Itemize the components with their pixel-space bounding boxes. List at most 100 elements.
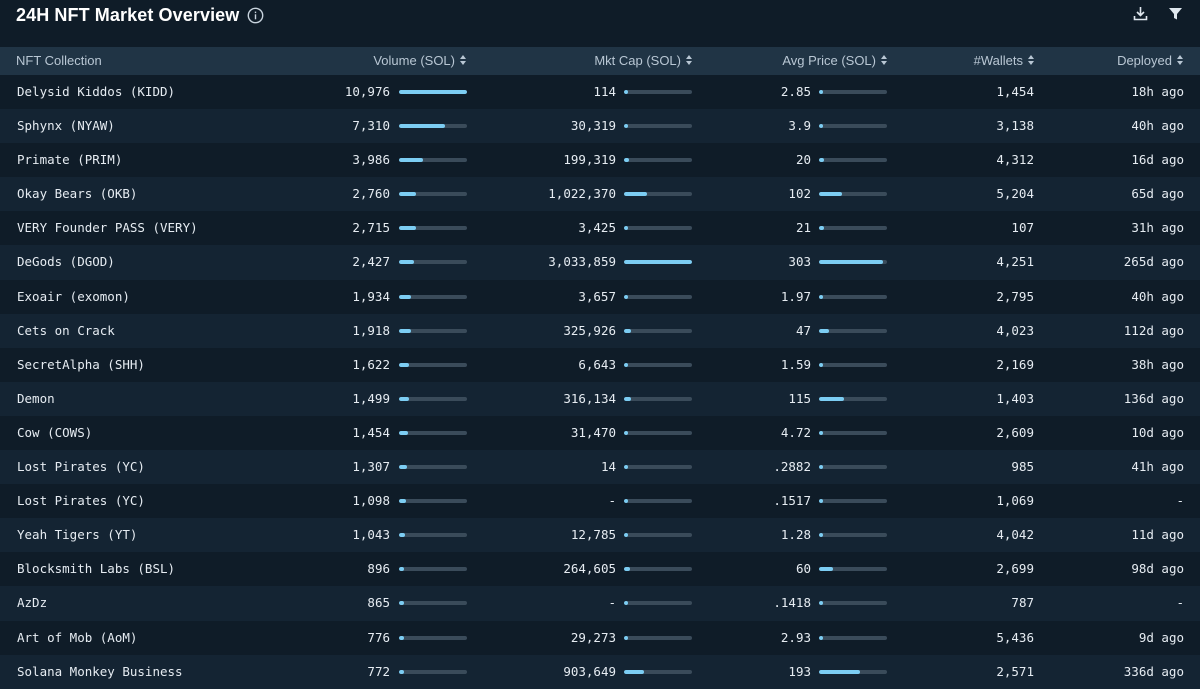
table-row[interactable]: Okay Bears (OKB) 2,760 1,022,370 102 5,204 65… xyxy=(0,177,1200,212)
sort-icon[interactable] xyxy=(459,48,467,76)
table-row[interactable]: Sphynx (NYAW) 7,310 30,319 3.9 3,138 40h ago xyxy=(0,109,1200,144)
col-header-deployed[interactable]: Deployed xyxy=(1117,47,1184,75)
avg-price-value: 2.93 xyxy=(780,629,811,645)
filter-icon[interactable] xyxy=(1167,5,1184,22)
volume-value: 1,918 xyxy=(352,322,390,338)
deployed-value: 40h ago xyxy=(1131,288,1184,304)
wallets-value: 3,138 xyxy=(996,118,1034,134)
table-row[interactable]: Cow (COWS) 1,454 31,470 4.72 2,609 10d ago xyxy=(0,415,1200,451)
collection-name: Art of Mob (AoM) xyxy=(17,629,138,645)
table-row[interactable]: Lost Pirates (YC) 1,098 - .1517 1,069 - xyxy=(0,484,1200,519)
avg-price-bar xyxy=(819,499,887,504)
volume-bar-fill xyxy=(399,669,404,674)
table-row[interactable]: SecretAlpha (SHH) 1,622 6,643 1.59 2,169 38h … xyxy=(0,347,1200,382)
volume-bar xyxy=(399,635,467,640)
collection-name: DeGods (DGOD) xyxy=(17,254,115,270)
volume-value: 2,715 xyxy=(352,220,390,236)
collection-name: Primate (PRIM) xyxy=(17,152,123,168)
mktcap-bar xyxy=(624,158,692,163)
deployed-value: 9d ago xyxy=(1138,629,1184,645)
sort-icon[interactable] xyxy=(1176,48,1184,76)
col-header-avgprice[interactable]: Avg Price (SOL) xyxy=(782,47,888,75)
table-row[interactable]: Demon 1,499 316,134 115 1,403 136d ago xyxy=(0,381,1200,416)
mktcap-value: 30,319 xyxy=(570,118,616,134)
col-header-wallets[interactable]: #Wallets xyxy=(974,47,1035,75)
wallets-value: 2,609 xyxy=(996,424,1034,440)
collection-name: Blocksmith Labs (BSL) xyxy=(17,561,176,577)
avg-price-bar xyxy=(819,669,887,674)
wallets-value: 4,042 xyxy=(996,527,1034,543)
mktcap-bar-fill xyxy=(624,226,628,231)
title-wrap: 24H NFT Market Overview xyxy=(16,4,264,26)
download-icon[interactable] xyxy=(1132,5,1149,22)
volume-value: 2,427 xyxy=(352,254,390,270)
volume-bar xyxy=(399,465,467,470)
avg-price-bar-fill xyxy=(819,396,845,401)
volume-value: 7,310 xyxy=(352,118,390,134)
table-row[interactable]: VERY Founder PASS (VERY) 2,715 3,425 21 107 3… xyxy=(0,211,1200,246)
sort-icon[interactable] xyxy=(685,48,693,76)
avg-price-bar-fill xyxy=(819,226,824,231)
volume-bar-fill xyxy=(399,601,405,606)
table-row[interactable]: Art of Mob (AoM) 776 29,273 2.93 5,436 9d ago xyxy=(0,620,1200,655)
table-row[interactable]: AzDz 865 - .1418 787 - xyxy=(0,586,1200,621)
mktcap-value: - xyxy=(608,595,616,611)
avg-price-bar xyxy=(819,362,887,367)
sort-icon[interactable] xyxy=(880,48,888,76)
avg-price-bar-fill xyxy=(819,90,823,94)
sort-icon[interactable] xyxy=(1027,48,1035,76)
volume-bar-fill xyxy=(399,226,416,231)
volume-value: 1,499 xyxy=(352,390,390,406)
mktcap-bar xyxy=(624,465,692,470)
volume-bar-fill xyxy=(399,567,405,572)
avg-price-value: 4.72 xyxy=(780,424,811,440)
deployed-value: 136d ago xyxy=(1123,390,1184,406)
wallets-value: 5,436 xyxy=(996,629,1034,645)
mktcap-bar xyxy=(624,533,692,538)
deployed-value: 40h ago xyxy=(1131,118,1184,134)
avg-price-bar xyxy=(819,567,887,572)
table-row[interactable]: Primate (PRIM) 3,986 199,319 20 4,312 16d ago xyxy=(0,143,1200,178)
info-icon[interactable] xyxy=(247,7,264,24)
volume-bar xyxy=(399,158,467,163)
deployed-value: 336d ago xyxy=(1123,663,1184,679)
avg-price-value: 102 xyxy=(788,186,811,202)
table-row[interactable]: Blocksmith Labs (BSL) 896 264,605 60 2,699 98… xyxy=(0,552,1200,587)
volume-bar xyxy=(399,669,467,674)
table-row[interactable]: DeGods (DGOD) 2,427 3,033,859 303 4,251 265d … xyxy=(0,245,1200,280)
avg-price-bar-fill xyxy=(819,328,830,333)
wallets-value: 2,169 xyxy=(996,356,1034,372)
col-header-mktcap[interactable]: Mkt Cap (SOL) xyxy=(594,47,693,75)
mktcap-bar-fill xyxy=(624,567,631,572)
deployed-value: 10d ago xyxy=(1131,424,1184,440)
avg-price-bar xyxy=(819,635,887,640)
mktcap-bar-fill xyxy=(624,294,628,299)
table-row[interactable]: Delysid Kiddos (KIDD) 10,976 114 2.85 1,454 1… xyxy=(0,75,1200,110)
table-row[interactable]: Solana Monkey Business 772 903,649 193 2,571… xyxy=(0,654,1200,689)
collection-name: Okay Bears (OKB) xyxy=(17,186,138,202)
avg-price-bar xyxy=(819,294,887,299)
deployed-value: - xyxy=(1176,493,1184,509)
avg-price-bar xyxy=(819,533,887,538)
volume-bar xyxy=(399,396,467,401)
volume-bar-fill xyxy=(399,294,412,299)
volume-bar xyxy=(399,601,467,606)
mktcap-value: 3,033,859 xyxy=(548,254,616,270)
mktcap-bar xyxy=(624,124,692,129)
mktcap-value: 1,022,370 xyxy=(548,186,616,202)
col-header-collection[interactable]: NFT Collection xyxy=(16,47,102,75)
avg-price-value: 303 xyxy=(788,254,811,270)
deployed-value: 38h ago xyxy=(1131,356,1184,372)
mktcap-bar-fill xyxy=(624,124,628,129)
table-row[interactable]: Cets on Crack 1,918 325,926 47 4,023 112d ago xyxy=(0,313,1200,348)
mktcap-value: 14 xyxy=(600,459,616,475)
avg-price-bar xyxy=(819,465,887,470)
mktcap-value: 6,643 xyxy=(578,356,616,372)
wallets-value: 1,403 xyxy=(996,390,1034,406)
table-row[interactable]: Exoair (exomon) 1,934 3,657 1.97 2,795 40h ag… xyxy=(0,279,1200,314)
avg-price-value: 193 xyxy=(788,663,811,679)
col-header-volume[interactable]: Volume (SOL) xyxy=(373,47,467,75)
table-row[interactable]: Yeah Tigers (YT) 1,043 12,785 1.28 4,042 11d … xyxy=(0,518,1200,553)
deployed-value: 18h ago xyxy=(1131,84,1184,99)
table-row[interactable]: Lost Pirates (YC) 1,307 14 .2882 985 41h ago xyxy=(0,450,1200,485)
